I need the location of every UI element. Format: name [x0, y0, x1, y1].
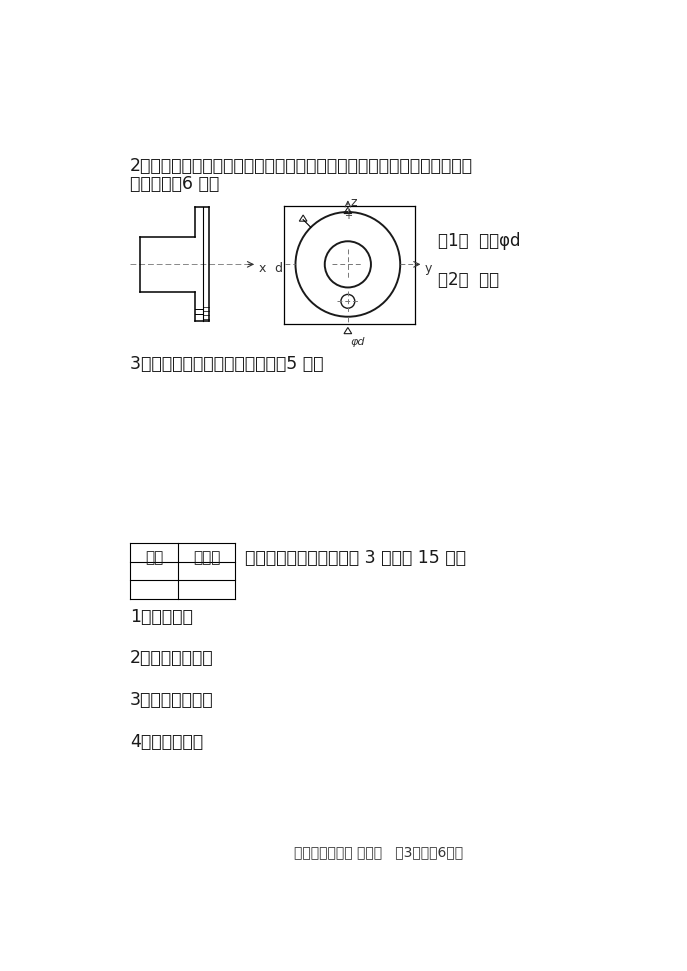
- Text: 2、误差敏感方向: 2、误差敏感方向: [130, 650, 214, 667]
- Text: 3、经济加工精度: 3、经济加工精度: [130, 691, 214, 709]
- Text: 评卷人: 评卷人: [193, 551, 221, 565]
- Text: 1、工艺过程: 1、工艺过程: [130, 608, 193, 625]
- Text: 得分: 得分: [145, 551, 164, 565]
- Text: φd: φd: [350, 337, 365, 347]
- Text: 自由度．（6 分）: 自由度．（6 分）: [130, 175, 219, 193]
- Text: 四、名词解释题（每小题 3 分，共 15 分）: 四、名词解释题（每小题 3 分，共 15 分）: [245, 549, 466, 567]
- Text: +: +: [344, 212, 352, 221]
- Text: 《机械制造技术 》试卷   第3页（兲6页）: 《机械制造技术 》试卷 第3页（兲6页）: [294, 845, 463, 859]
- Text: （2）  钑槽: （2） 钑槽: [438, 271, 499, 288]
- Text: 2、如图，根据各工序要求按给定坐标，用符号分别标出各工序应该限制的: 2、如图，根据各工序要求按给定坐标，用符号分别标出各工序应该限制的: [130, 156, 473, 175]
- Text: y: y: [425, 262, 432, 275]
- Text: 4、刀具耐用度: 4、刀具耐用度: [130, 732, 203, 751]
- Text: x: x: [258, 262, 266, 275]
- Text: z: z: [350, 196, 357, 209]
- Text: （1）  钒孔φd: （1） 钒孔φd: [438, 232, 521, 250]
- Text: 3、简述划分加工阶段的原因．（5 分）: 3、简述划分加工阶段的原因．（5 分）: [130, 355, 324, 373]
- Text: d: d: [275, 262, 283, 275]
